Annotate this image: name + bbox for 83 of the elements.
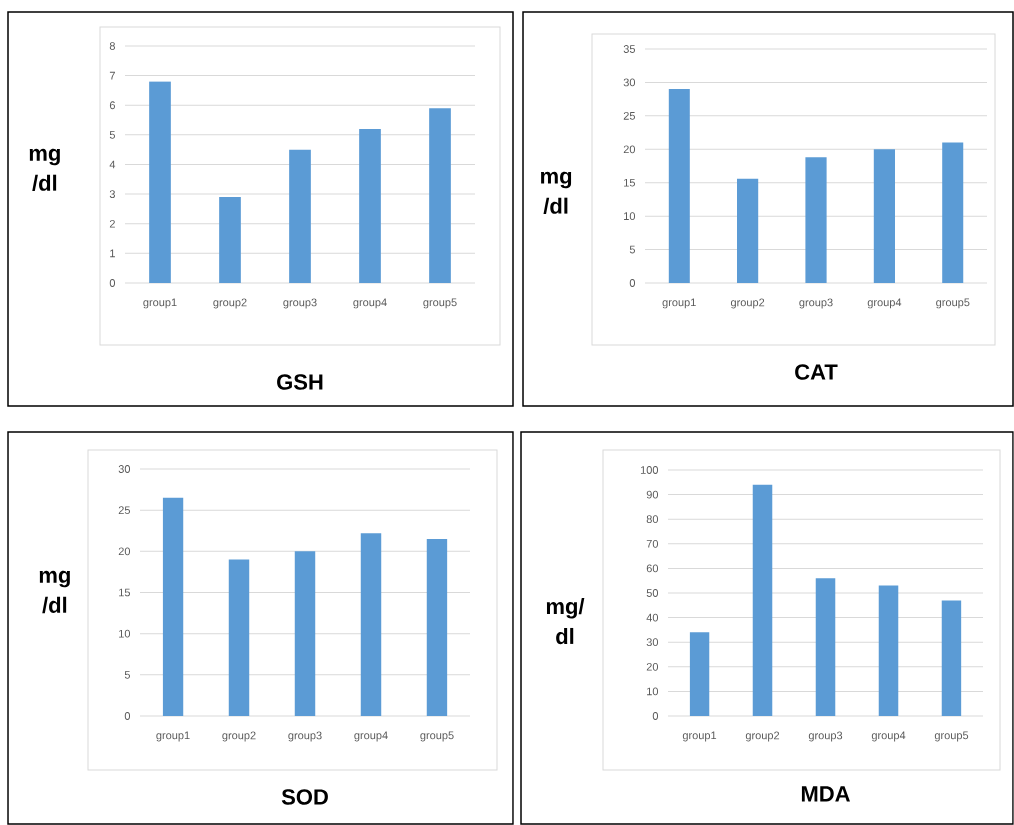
y-tick-label: 5: [109, 131, 115, 139]
bar: [668, 89, 690, 283]
x-tick-label: group1: [156, 731, 190, 742]
bar: [289, 149, 311, 283]
x-tick-label: group1: [143, 298, 177, 309]
y-tick-label: 30: [646, 638, 659, 647]
y-tick-label: 30: [623, 78, 636, 87]
x-tick-label: group5: [936, 298, 970, 309]
y-tick-label: 80: [646, 515, 659, 524]
y-tick-label: 7: [109, 71, 115, 80]
x-tick-label: group2: [745, 731, 780, 742]
x-tick-label: group2: [222, 731, 256, 742]
bar: [228, 559, 250, 716]
bar: [942, 142, 964, 283]
y-tick-label: 3: [109, 190, 115, 199]
y-tick-label: 25: [118, 506, 130, 515]
y-tick-label: 0: [109, 279, 116, 287]
bar: [360, 533, 382, 716]
y-tick-label: 0: [629, 279, 636, 287]
bar: [689, 632, 710, 716]
x-tick-label: group4: [871, 731, 906, 742]
x-tick-label: group4: [867, 298, 902, 309]
y-tick-label: 40: [646, 613, 659, 622]
y-axis-title: mg /dl: [29, 148, 60, 192]
y-tick-label: 8: [109, 42, 115, 50]
y-tick-label: 50: [646, 589, 659, 597]
y-tick-label: 20: [646, 662, 659, 671]
y-axis-title: mg/ dl: [546, 597, 585, 645]
x-tick-label: group5: [423, 298, 457, 309]
y-tick-label: 25: [623, 111, 635, 120]
bar: [752, 484, 773, 716]
bar: [815, 578, 836, 716]
x-tick-label: group5: [934, 731, 969, 742]
x-tick-label: group3: [808, 731, 843, 742]
bar: [162, 497, 184, 716]
x-tick-label: group5: [420, 731, 454, 742]
bar: [805, 157, 827, 283]
y-tick-label: 35: [623, 45, 635, 53]
y-tick-label: 5: [629, 245, 635, 254]
x-tick-label: group3: [283, 298, 317, 309]
y-tick-label: 30: [118, 465, 131, 473]
y-tick-label: 0: [124, 712, 131, 720]
y-tick-label: 10: [624, 212, 636, 221]
bar: [426, 538, 448, 716]
y-tick-label: 2: [109, 219, 115, 228]
text: MDA: [801, 786, 850, 802]
bar: [737, 178, 759, 283]
x-tick-label: group4: [353, 298, 387, 309]
y-tick-label: 100: [640, 466, 659, 474]
y-tick-label: 4: [109, 160, 116, 169]
y-tick-label: 15: [119, 588, 130, 597]
text: CAT: [795, 364, 838, 380]
y-tick-label: 1: [110, 249, 115, 258]
x-tick-label: group3: [288, 731, 322, 742]
bar: [359, 128, 381, 283]
y-tick-label: 10: [119, 629, 131, 638]
y-tick-label: 60: [646, 564, 659, 573]
y-tick-label: 90: [646, 490, 659, 499]
y-tick-label: 5: [124, 671, 130, 679]
y-tick-label: 15: [624, 178, 635, 187]
bar: [878, 585, 899, 716]
y-axis-title: mg /dl: [39, 570, 70, 614]
x-tick-label: group1: [682, 731, 717, 742]
y-tick-label: 10: [647, 687, 659, 696]
y-tick-label: 0: [652, 712, 659, 720]
text: SOD: [281, 789, 328, 805]
y-tick-label: 70: [646, 539, 659, 548]
y-tick-label: 6: [109, 101, 115, 110]
x-tick-label: group2: [213, 298, 247, 309]
bar: [294, 551, 316, 716]
x-tick-label: group4: [354, 731, 388, 742]
y-tick-label: 20: [623, 145, 636, 154]
text: GSH: [277, 374, 323, 390]
y-tick-label: 20: [118, 547, 131, 556]
bar: [873, 149, 896, 283]
x-tick-label: group3: [799, 298, 833, 309]
x-tick-label: group1: [662, 298, 696, 309]
bar: [429, 108, 451, 283]
x-tick-label: group2: [730, 298, 765, 309]
y-axis-title: mg /dl: [541, 171, 572, 215]
bar: [149, 81, 171, 283]
bar: [219, 197, 241, 283]
bar: [941, 600, 962, 716]
